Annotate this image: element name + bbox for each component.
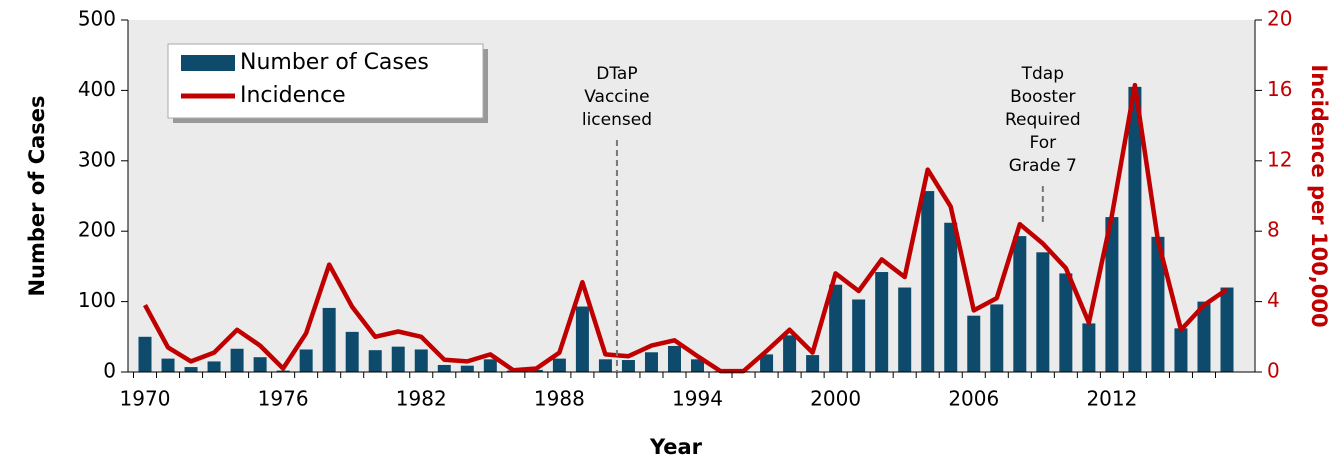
y-tick-label: 300: [78, 147, 116, 171]
bar: [1105, 217, 1119, 372]
y-axis-title: Number of Cases: [25, 95, 49, 296]
x-tick-label: 1988: [534, 387, 585, 411]
bar: [806, 355, 820, 372]
bar: [990, 304, 1004, 372]
annotation: Tdap Booster Required For Grade 7: [1005, 64, 1081, 176]
bar: [1013, 236, 1027, 372]
bar: [138, 336, 152, 372]
bar: [437, 364, 451, 372]
annotation-line: DTaP: [596, 64, 637, 84]
bar: [1220, 287, 1234, 372]
bar: [299, 349, 313, 372]
annotation-line: Grade 7: [1009, 156, 1077, 176]
y2-tick-label: 4: [1267, 288, 1280, 312]
annotation: DTaP Vaccine licensed: [582, 64, 652, 130]
bar: [760, 354, 774, 372]
bar: [1128, 86, 1142, 372]
annotation-line: Booster: [1010, 87, 1075, 107]
bar: [1036, 252, 1050, 372]
legend-swatch: [181, 55, 235, 71]
bar: [1197, 301, 1211, 372]
bar: [460, 365, 474, 372]
y-tick-label: 100: [78, 288, 116, 312]
y2-tick-label: 8: [1267, 218, 1280, 242]
bar: [483, 359, 497, 372]
bar: [161, 358, 175, 372]
x-axis-title: Year: [649, 435, 703, 459]
x-tick-label: 2012: [1086, 387, 1137, 411]
bar: [368, 350, 382, 372]
y-tick-label: 500: [78, 7, 116, 31]
bar: [414, 349, 428, 372]
bar: [253, 357, 267, 372]
bar: [944, 222, 958, 372]
bar: [852, 299, 866, 372]
annotation-line: Vaccine: [584, 87, 649, 107]
x-tick-label: 2006: [948, 387, 999, 411]
bar: [667, 345, 681, 372]
incidence-line: [143, 82, 1229, 374]
bar: [345, 331, 359, 372]
bar: [691, 359, 705, 372]
bar: [875, 272, 889, 372]
annotation-line: For: [1030, 133, 1057, 153]
bar: [230, 348, 244, 372]
y-tick-label: 200: [78, 218, 116, 242]
x-tick-label: 1970: [120, 387, 171, 411]
legend-label: Number of Cases: [240, 50, 429, 75]
legend-label: Incidence: [240, 83, 346, 108]
bar: [529, 369, 543, 372]
x-tick-label: 1994: [672, 387, 723, 411]
bar: [1059, 273, 1073, 372]
y2-axis-title: Incidence per 100,000: [1307, 64, 1331, 327]
annotation-line: licensed: [582, 110, 652, 130]
bar: [391, 346, 405, 372]
bar: [921, 191, 935, 372]
bar: [1082, 323, 1096, 372]
bar: [276, 370, 290, 372]
bar: [898, 287, 912, 372]
bar: [184, 367, 198, 372]
bar: [598, 359, 612, 372]
y2-tick-label: 20: [1267, 7, 1292, 31]
bar: [644, 352, 658, 372]
bar: [1151, 236, 1165, 372]
bar: [1174, 328, 1188, 372]
annotation-line: Tdap: [1021, 64, 1064, 84]
x-tick-label: 2000: [810, 387, 861, 411]
bar: [322, 307, 336, 372]
y2-tick-label: 0: [1267, 359, 1280, 383]
bar: [967, 315, 981, 372]
x-tick-label: 1982: [396, 387, 447, 411]
x-tick-label: 1976: [258, 387, 309, 411]
y2-tick-label: 16: [1267, 77, 1292, 101]
annotation-line: Required: [1005, 110, 1081, 130]
bar: [621, 360, 635, 372]
bar: [552, 358, 566, 372]
bar: [829, 284, 843, 372]
y-tick-label: 0: [103, 359, 116, 383]
bar: [783, 335, 797, 372]
bar: [575, 306, 589, 372]
y2-tick-label: 12: [1267, 147, 1292, 171]
y-tick-label: 400: [78, 77, 116, 101]
bar: [207, 361, 221, 372]
